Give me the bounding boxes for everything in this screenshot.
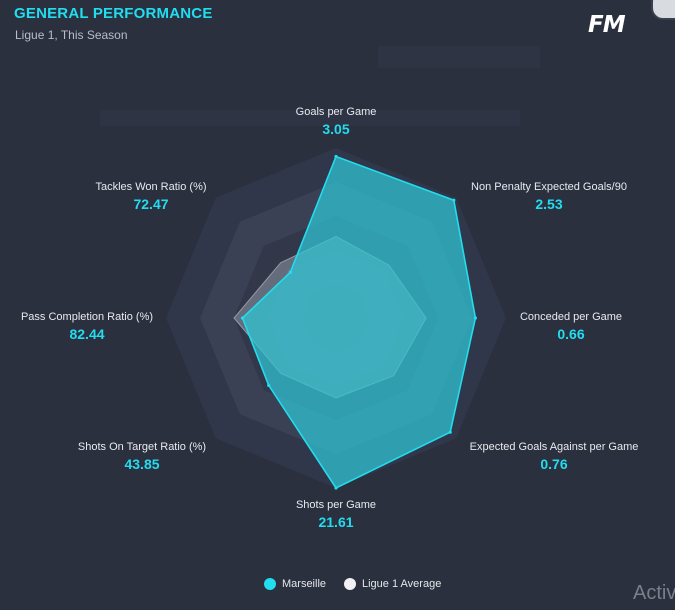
axis-value-xga-per-game: 0.76	[540, 456, 568, 472]
axis-value-tackles-won: 72.47	[133, 196, 169, 212]
axis-value-shots-on-target: 43.85	[124, 456, 160, 472]
axis-value-goals-per-game: 3.05	[322, 121, 350, 137]
page-subtitle: Ligue 1, This Season	[15, 28, 128, 42]
axis-label-conceded-per-game: Conceded per Game	[519, 311, 623, 323]
axis-value-conceded-per-game: 0.66	[557, 326, 585, 342]
series-marseille-point	[334, 486, 338, 490]
series-marseille-point	[448, 430, 452, 434]
background-ghost-block	[100, 110, 520, 126]
series-marseille-point	[267, 383, 271, 387]
axis-label-xga-per-game: Expected Goals Against per Game	[469, 441, 639, 453]
axis-label-goals-per-game: Goals per Game	[295, 106, 377, 118]
legend-item-ligue1-average[interactable]: Ligue 1 Average	[344, 578, 441, 590]
axis-label-shots-per-game: Shots per Game	[295, 499, 377, 511]
series-marseille-point	[334, 154, 338, 159]
page-title: GENERAL PERFORMANCE	[14, 5, 213, 22]
axis-label-tackles-won: Tackles Won Ratio (%)	[95, 181, 207, 193]
axis-label-shots-on-target: Shots On Target Ratio (%)	[77, 441, 207, 453]
series-marseille-point	[240, 316, 245, 320]
chart-legend: Marseille Ligue 1 Average	[0, 578, 675, 596]
axis-value-npxg: 2.53	[535, 196, 563, 212]
legend-label-ligue1-average: Ligue 1 Average	[362, 578, 442, 590]
series-marseille-point	[473, 316, 477, 320]
axis-value-shots-per-game: 21.61	[318, 514, 354, 530]
marseille-swatch-icon	[264, 578, 276, 590]
average-swatch-icon	[344, 578, 356, 590]
axis-label-npxg: Non Penalty Expected Goals/90	[471, 181, 627, 193]
corner-toggle-button[interactable]	[651, 0, 675, 20]
fm-logo: FM	[588, 12, 626, 38]
legend-label-marseille: Marseille	[282, 578, 327, 590]
series-marseille-point	[452, 198, 456, 202]
axis-value-pass-completion: 82.44	[69, 326, 105, 342]
series-marseille-point	[288, 270, 292, 274]
legend-item-marseille[interactable]: Marseille	[264, 578, 326, 590]
background-ghost-block	[378, 46, 540, 68]
activation-watermark: Activ	[633, 582, 675, 604]
axis-label-pass-completion: Pass Completion Ratio (%)	[20, 311, 154, 323]
